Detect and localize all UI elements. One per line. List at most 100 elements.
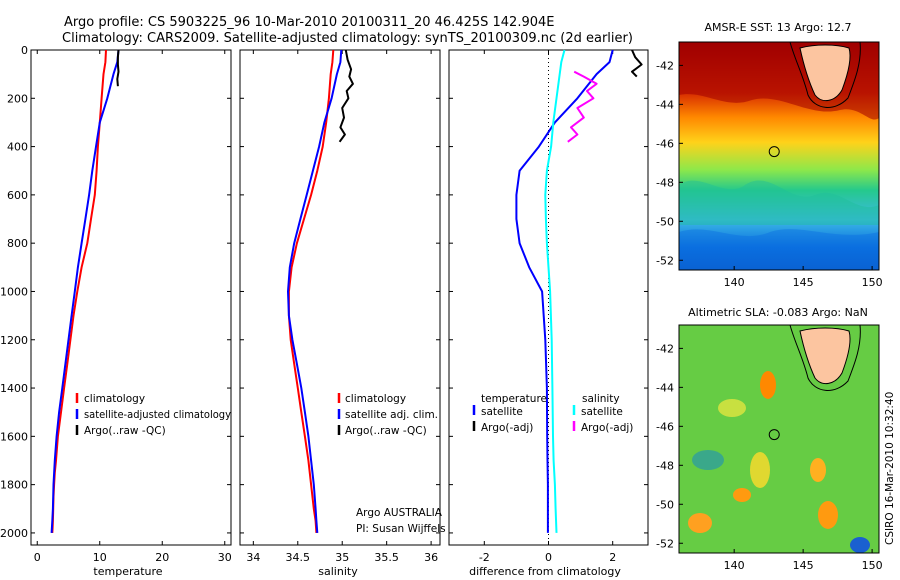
sst-heatmap bbox=[679, 42, 879, 270]
timestamp-stamp: CSIRO 16-Mar-2010 10:32:40 bbox=[884, 392, 896, 545]
series-line bbox=[338, 49, 354, 143]
x-tick-label: 34.5 bbox=[286, 551, 311, 564]
sla-map-frame bbox=[678, 324, 880, 554]
map-x-tick-label: 145 bbox=[793, 559, 814, 572]
series-line bbox=[631, 49, 643, 78]
y-tick-label: 800 bbox=[7, 237, 28, 250]
sla-anomaly-blob bbox=[750, 452, 770, 488]
x-tick-label: 20 bbox=[155, 551, 169, 564]
series-line bbox=[287, 49, 343, 533]
salinity-x-axis-label: salinity bbox=[318, 565, 358, 578]
map-y-tick-label: -48 bbox=[656, 176, 674, 189]
sst-map-panel: -42 -44 -46 -48 -50 -52 140 145 150 bbox=[656, 41, 883, 289]
map-y-tick-label: -46 bbox=[656, 420, 674, 433]
salinity-axes-frame bbox=[239, 49, 441, 546]
x-tick-label: 34 bbox=[246, 551, 260, 564]
legend-group-salinity: salinity bbox=[582, 393, 620, 405]
y-tick-label: 600 bbox=[7, 189, 28, 202]
sst-map-title: AMSR-E SST: 13 Argo: 12.7 bbox=[704, 21, 851, 34]
map-x-tick-label: 140 bbox=[724, 559, 745, 572]
difference-profile-panel: -2 0 2 bbox=[448, 49, 649, 564]
sst-map-frame bbox=[678, 41, 880, 271]
map-y-tick-label: -44 bbox=[656, 381, 674, 394]
institution-label: Argo AUSTRALIA bbox=[356, 507, 443, 519]
pi-label: PI: Susan Wijffels bbox=[356, 523, 446, 535]
sst-shelf-contour bbox=[789, 42, 861, 108]
sla-anomaly-blob bbox=[818, 501, 838, 529]
legend-label-climatology: climatology bbox=[345, 393, 406, 405]
legend-label-temperature-satellite: satellite bbox=[481, 406, 523, 418]
legend-label-temperature-argo: Argo(-adj) bbox=[481, 422, 533, 434]
sst-green-band bbox=[679, 180, 879, 225]
map-x-tick-label: 140 bbox=[724, 276, 745, 289]
map-y-tick-label: -52 bbox=[656, 537, 674, 550]
x-tick-label: 2 bbox=[609, 551, 616, 564]
map-y-tick-label: -44 bbox=[656, 98, 674, 111]
legend-label-salinity-argo: Argo(-adj) bbox=[581, 422, 633, 434]
sla-anomaly-blob bbox=[692, 450, 724, 470]
series-line bbox=[567, 70, 598, 143]
y-tick-label: 1400 bbox=[0, 382, 28, 395]
argo-location-marker bbox=[768, 146, 780, 158]
sla-anomaly-blob bbox=[850, 537, 870, 553]
x-tick-label: 35 bbox=[335, 551, 349, 564]
sla-heatmap bbox=[679, 325, 879, 553]
map-y-tick-label: -42 bbox=[656, 59, 674, 72]
temperature-axes-frame bbox=[30, 49, 232, 546]
legend-label-argo: Argo(..raw -QC) bbox=[84, 425, 166, 437]
header-line-2: Climatology: CARS2009. Satellite-adjuste… bbox=[62, 31, 633, 46]
header-line-1: Argo profile: CS 5903225_96 10-Mar-2010 … bbox=[64, 15, 554, 30]
sla-anomaly-blob bbox=[810, 458, 826, 482]
salinity-legend: climatology satellite adj. clim. Argo(..… bbox=[337, 393, 438, 437]
x-tick-label: 10 bbox=[93, 551, 107, 564]
x-tick-label: 36 bbox=[424, 551, 438, 564]
x-tick-label: 30 bbox=[218, 551, 232, 564]
y-tick-label: 400 bbox=[7, 141, 28, 154]
legend-label-argo: Argo(..raw -QC) bbox=[345, 425, 427, 437]
y-tick-label: 1000 bbox=[0, 285, 28, 298]
x-tick-label: 0 bbox=[34, 551, 41, 564]
sla-map-panel: -42 -44 -46 -48 -50 -52 140 145 150 bbox=[656, 324, 883, 572]
map-y-tick-label: -48 bbox=[656, 459, 674, 472]
map-y-tick-label: -50 bbox=[656, 215, 674, 228]
temperature-legend: climatology satellite-adjusted climatolo… bbox=[75, 393, 231, 437]
map-x-tick-label: 150 bbox=[862, 559, 883, 572]
map-y-tick-label: -52 bbox=[656, 254, 674, 267]
series-line bbox=[51, 49, 107, 533]
sst-blue-band bbox=[679, 229, 879, 270]
sla-shelf-contour bbox=[789, 325, 861, 391]
legend-label-satellite-adjusted: satellite-adjusted climatology bbox=[84, 409, 231, 421]
legend-label-climatology: climatology bbox=[84, 393, 145, 405]
temperature-profile-panel: 0 200 400 600 800 1000 1200 1400 1600 1800 2000 0 10… bbox=[0, 44, 232, 564]
map-x-tick-label: 145 bbox=[793, 276, 814, 289]
sla-anomaly-blob bbox=[760, 371, 776, 399]
y-tick-label: 200 bbox=[7, 92, 28, 105]
y-tick-label: 1600 bbox=[0, 430, 28, 443]
legend-label-salinity-satellite: satellite bbox=[581, 406, 623, 418]
series-line bbox=[544, 49, 566, 533]
difference-legend: temperature satellite Argo(-adj) salinit… bbox=[472, 393, 633, 434]
difference-x-axis-label: difference from climatology bbox=[469, 565, 621, 578]
salinity-profile-panel: 34 34.5 35 35.5 36 bbox=[239, 49, 441, 564]
series-line bbox=[116, 49, 120, 87]
y-tick-label: 2000 bbox=[0, 527, 28, 540]
tasmania-landmass bbox=[799, 327, 851, 385]
argo-location-marker bbox=[768, 429, 780, 441]
temperature-x-axis-label: temperature bbox=[93, 565, 162, 578]
y-tick-label: 1200 bbox=[0, 334, 28, 347]
series-line bbox=[50, 49, 120, 533]
legend-label-satellite-adj: satellite adj. clim. bbox=[345, 409, 438, 421]
map-y-tick-label: -42 bbox=[656, 342, 674, 355]
y-tick-label: 0 bbox=[21, 44, 28, 57]
legend-group-temperature: temperature bbox=[481, 393, 547, 405]
y-tick-label: 1800 bbox=[0, 479, 28, 492]
x-tick-label: -2 bbox=[479, 551, 490, 564]
map-x-tick-label: 150 bbox=[862, 276, 883, 289]
sla-map-title: Altimetric SLA: -0.083 Argo: NaN bbox=[688, 306, 868, 319]
x-tick-label: 0 bbox=[545, 551, 552, 564]
sla-anomaly-blob bbox=[688, 513, 712, 533]
map-y-tick-label: -50 bbox=[656, 498, 674, 511]
sla-anomaly-blob bbox=[718, 399, 746, 417]
tasmania-landmass bbox=[799, 44, 851, 102]
